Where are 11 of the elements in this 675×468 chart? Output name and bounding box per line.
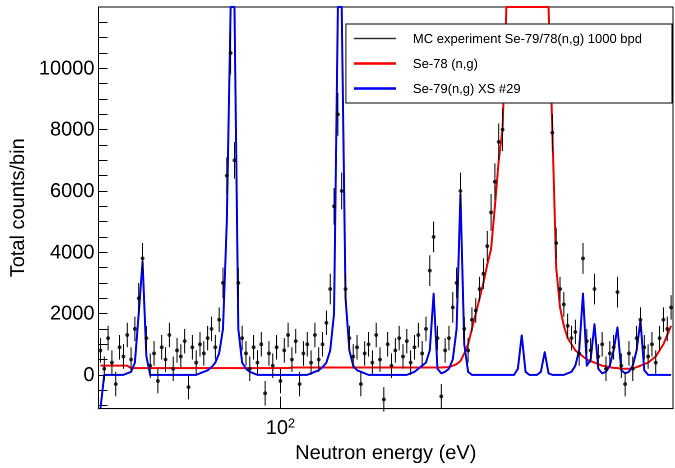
y-tick-label: 4000 [50,241,95,264]
y-tick-label: 2000 [50,302,95,325]
x-axis-title: Neutron energy (eV) [295,442,476,464]
legend-label: MC experiment Se-79/78(n,g) 1000 bpd [412,31,642,46]
y-tick-label: 10000 [38,57,95,80]
y-axis-title: Total counts/bin [7,138,29,278]
legend-label: Se-78 (n,g) [412,56,478,71]
legend-label: Se-79(n,g) XS #29 [412,81,521,96]
y-tick-label: 8000 [50,118,95,141]
y-tick-label: 0 [83,364,95,386]
y-tick-label: 6000 [50,180,95,202]
